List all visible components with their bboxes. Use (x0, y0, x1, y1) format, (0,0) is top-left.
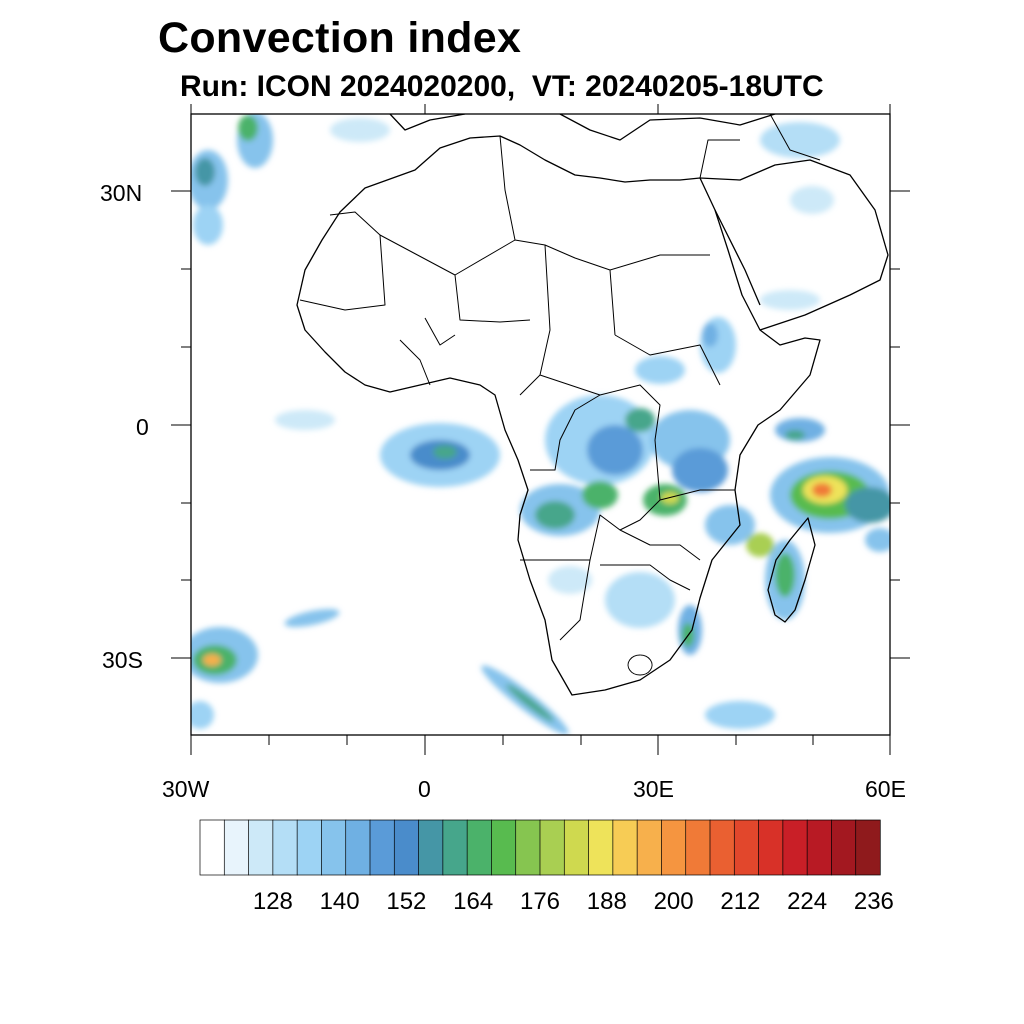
colorbar-swatch-12 (491, 819, 517, 876)
colorbar-swatch-6 (345, 819, 371, 876)
colorbar-swatch-21 (709, 819, 735, 876)
colorbar-swatch-27 (855, 819, 881, 876)
colorbar-label-2: 152 (386, 888, 427, 915)
lon-label-30e: 30E (633, 776, 674, 802)
colorbar-label-7: 212 (720, 888, 761, 915)
europe-coastline (389, 114, 776, 141)
colorbar-swatch-9 (418, 819, 444, 876)
lon-label-60e: 60E (865, 776, 906, 802)
colorbar-swatch-15 (563, 819, 590, 876)
lat-label-30s: 30S (102, 647, 143, 673)
colorbar-label-4: 176 (519, 888, 561, 915)
colorbar-swatch-22 (733, 819, 760, 876)
colorbar-label-5: 188 (586, 888, 627, 915)
colorbar-swatch-3 (272, 819, 298, 876)
colorbar (199, 819, 881, 876)
colorbar-swatch-16 (588, 819, 614, 876)
colorbar-swatch-11 (466, 819, 493, 876)
colorbar-swatch-0 (199, 819, 225, 876)
colorbar-swatch-10 (442, 819, 468, 876)
map-ticks (171, 104, 910, 755)
colorbar-label-8: 224 (787, 888, 828, 915)
lon-label-0: 0 (418, 776, 431, 802)
colorbar-label-6: 200 (653, 888, 694, 915)
red-sea (714, 209, 761, 306)
africa-coastline (296, 135, 821, 696)
colorbar-swatch-25 (806, 819, 833, 876)
convection-shading (191, 114, 890, 735)
colorbar-label-9: 236 (853, 888, 894, 915)
arabia-coastline (699, 159, 889, 331)
colorbar-swatch-1 (223, 819, 250, 876)
colorbar-swatch-14 (539, 819, 565, 876)
colorbar-swatch-26 (831, 819, 857, 876)
colorbar-swatch-13 (515, 819, 541, 876)
colorbar-swatch-7 (369, 819, 395, 876)
coastlines (296, 114, 889, 696)
madagascar-coastline (767, 517, 816, 623)
colorbar-label-1: 140 (319, 888, 360, 915)
colorbar-swatch-20 (685, 819, 711, 876)
lon-label-30w: 30W (162, 776, 210, 802)
colorbar-swatch-18 (636, 819, 663, 876)
colorbar-label-0: 128 (252, 888, 293, 915)
colorbar-swatch-5 (321, 819, 347, 876)
colorbar-swatch-24 (782, 819, 808, 876)
colorbar-swatch-23 (758, 819, 784, 876)
map-subtitle: Run: ICON 2024020200, VT: 20240205-18UTC (180, 70, 824, 103)
colorbar-swatch-2 (248, 819, 274, 876)
colorbar-swatch-8 (393, 819, 420, 876)
map-title: Convection index (158, 14, 522, 62)
lat-label-0: 0 (136, 414, 149, 440)
colorbar-swatch-17 (612, 819, 638, 876)
colorbar-label-3: 164 (453, 888, 494, 915)
colorbar-swatch-19 (661, 819, 687, 876)
colorbar-swatch-4 (296, 819, 323, 876)
borders (299, 114, 821, 676)
lat-label-30n: 30N (100, 180, 143, 206)
